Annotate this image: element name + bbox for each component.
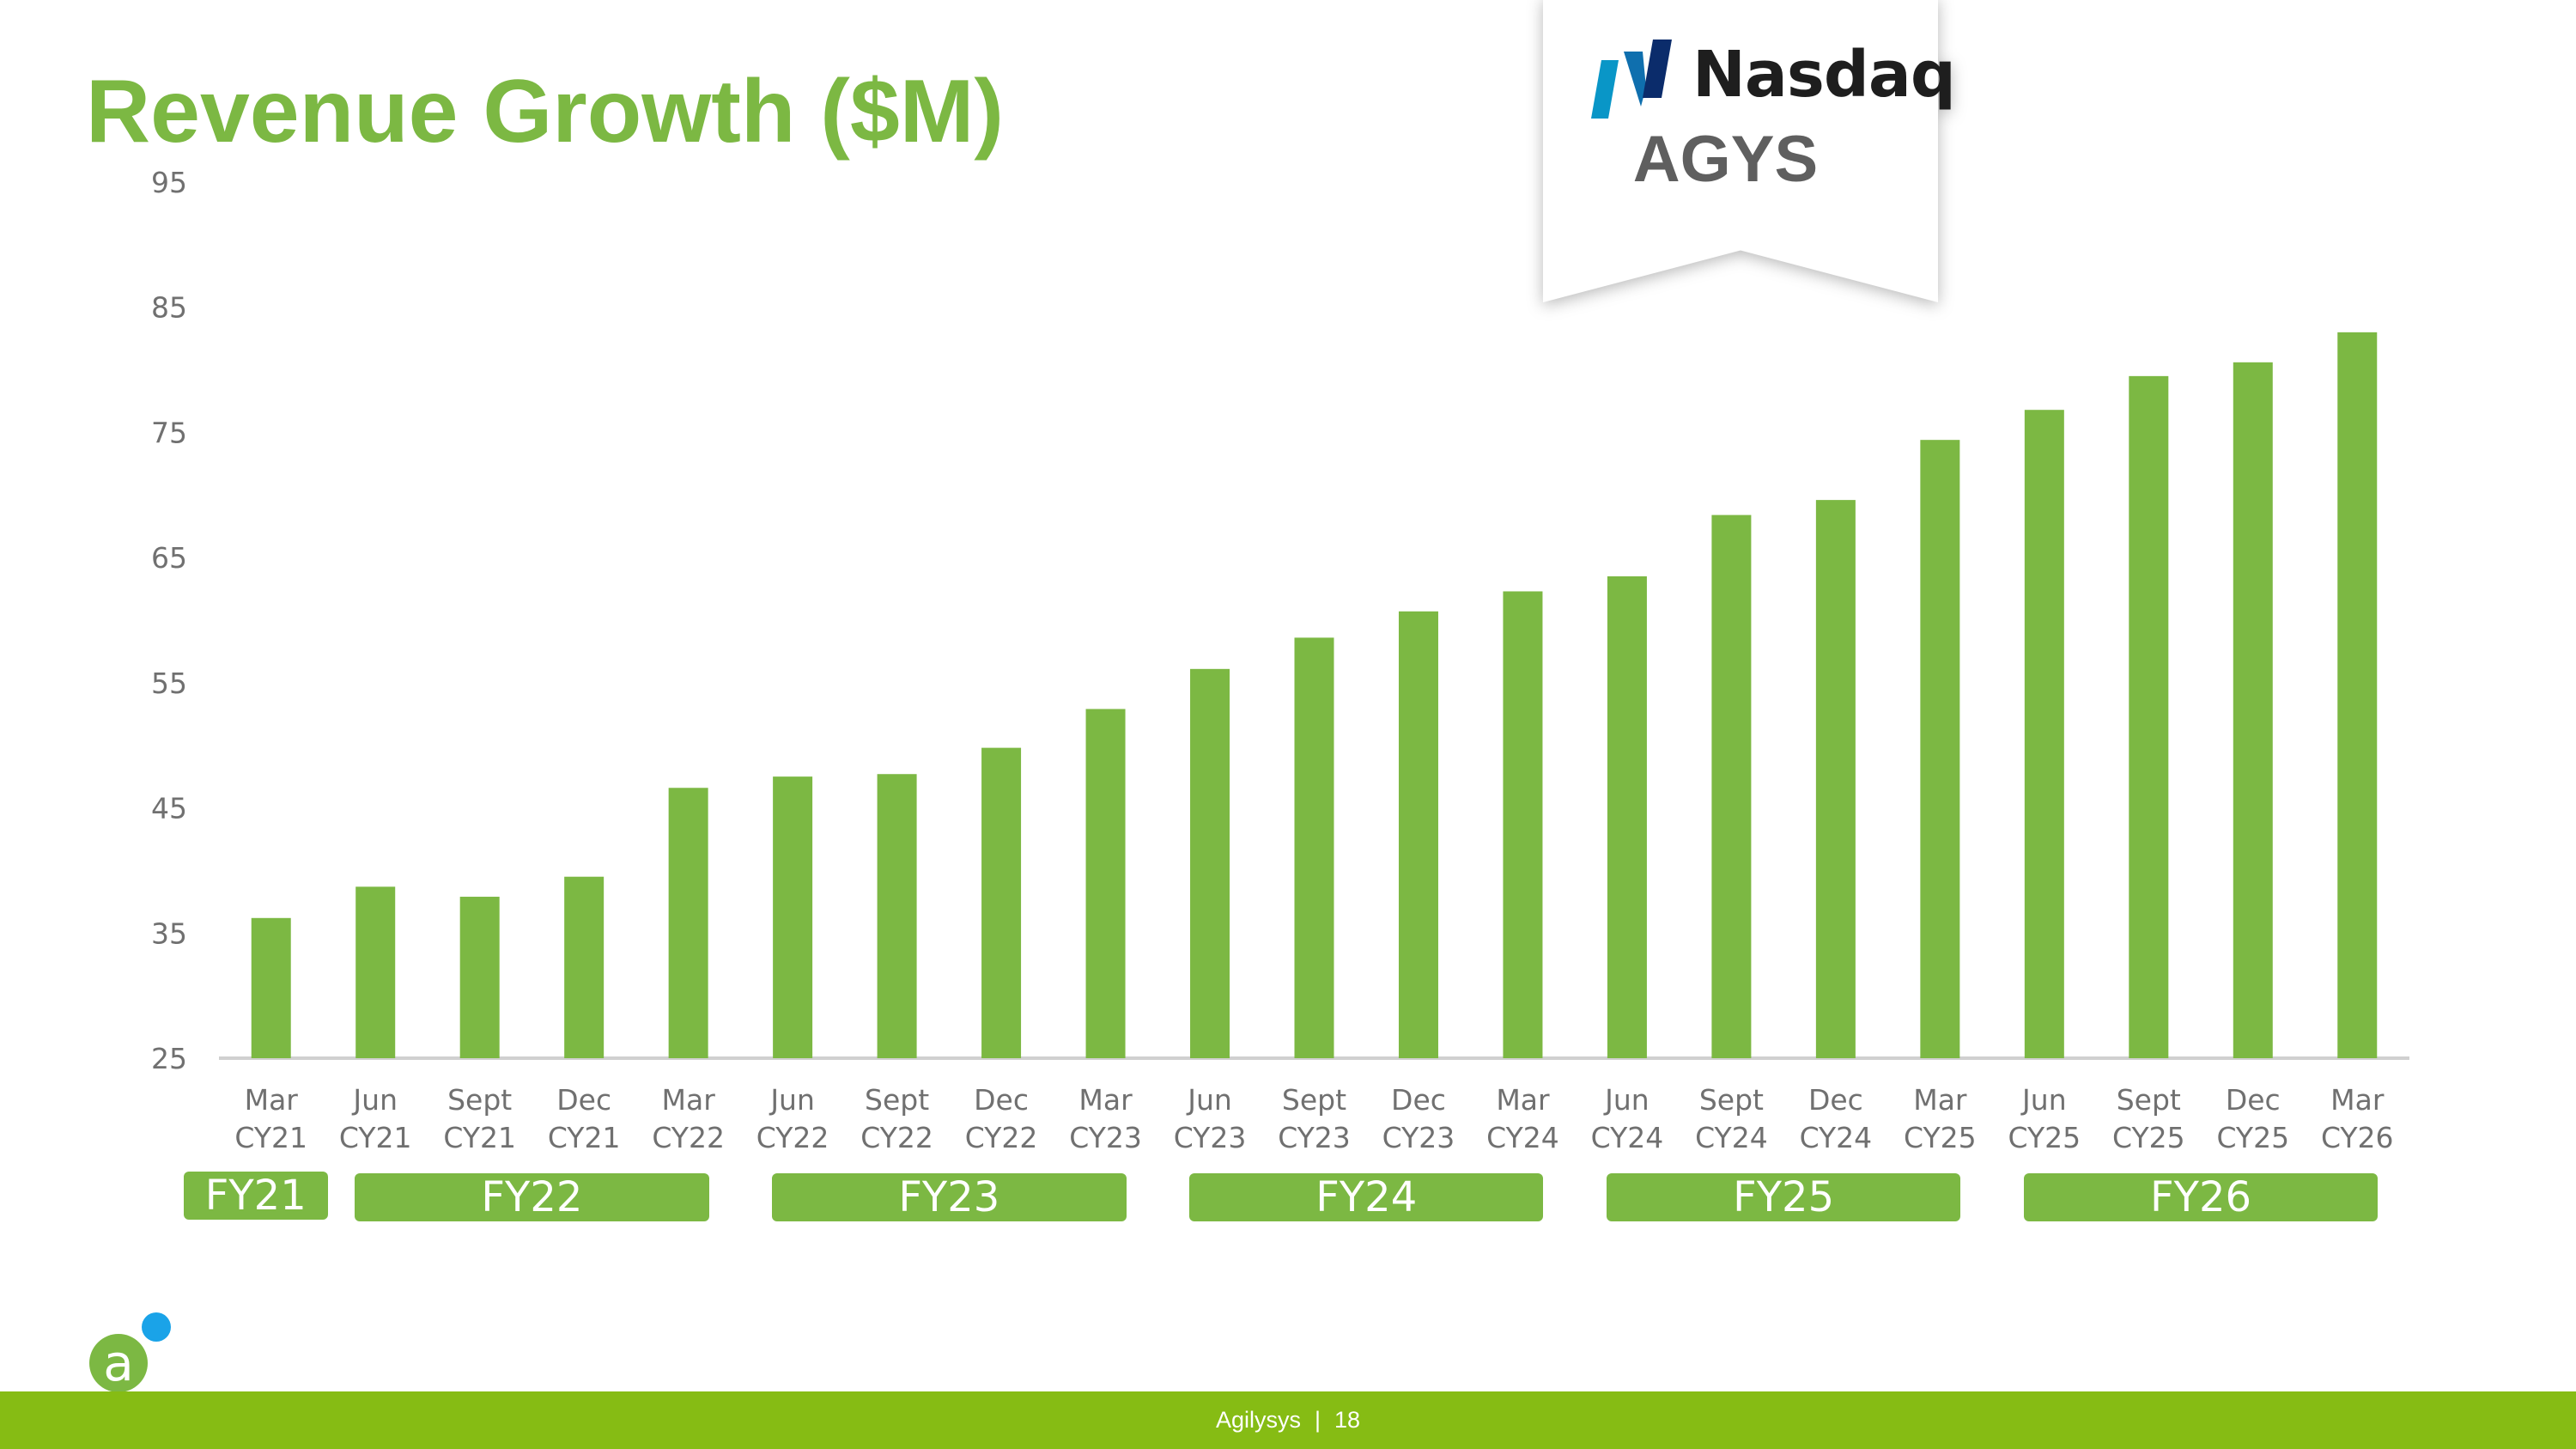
x-tick-label: Sept	[865, 1083, 929, 1117]
x-tick-label: Mar	[2330, 1083, 2385, 1117]
bar	[2024, 410, 2064, 1058]
slide-title: Revenue Growth ($M)	[86, 62, 1004, 161]
fiscal-year-box: FY23	[772, 1173, 1127, 1221]
x-tick-label: Jun	[1186, 1083, 1232, 1117]
nasdaq-badge: Nasdaq AGYS	[1543, 0, 1956, 302]
x-tick-label: CY23	[1174, 1121, 1247, 1154]
y-tick-label: 25	[151, 1042, 187, 1075]
fiscal-year-box: FY21	[183, 1172, 328, 1220]
bar	[1711, 514, 1752, 1058]
fiscal-year-box: FY25	[1606, 1173, 1961, 1221]
page-number: 18	[1334, 1407, 1361, 1433]
bar	[1190, 668, 1230, 1058]
x-tick-label: CY23	[1382, 1121, 1455, 1154]
fiscal-year-box: FY24	[1189, 1173, 1544, 1221]
x-tick-label: CY21	[548, 1121, 621, 1154]
y-tick-label: 45	[151, 792, 187, 825]
x-tick-label: CY21	[339, 1121, 412, 1154]
bar	[981, 747, 1022, 1058]
footer-company: Agilysys	[1215, 1407, 1301, 1433]
x-tick-label: Dec	[974, 1083, 1029, 1117]
y-tick-label: 65	[151, 541, 187, 575]
x-tick-label: Sept	[447, 1083, 512, 1117]
x-tick-label: CY26	[2321, 1121, 2394, 1154]
x-tick-label: CY22	[860, 1121, 933, 1154]
x-tick-label: CY23	[1278, 1121, 1351, 1154]
bar	[773, 776, 813, 1058]
y-tick-label: 75	[151, 416, 187, 449]
svg-text:a: a	[103, 1334, 134, 1392]
bar	[1607, 576, 1647, 1058]
bar	[877, 774, 917, 1058]
footer-separator: |	[1314, 1407, 1321, 1433]
bar	[2337, 332, 2378, 1058]
bar	[251, 917, 291, 1058]
agilysys-logo-icon: a	[89, 1312, 171, 1392]
bar	[2233, 362, 2273, 1058]
revenue-bar-chart: 25 35 45 55 65 75 85 95 Mar CY21 Jun CY21 Sept CY21 De…	[151, 166, 2409, 1154]
bar	[1398, 611, 1438, 1058]
bar	[668, 788, 708, 1058]
nasdaq-wordmark: Nasdaq	[1692, 38, 1956, 112]
bar	[1920, 440, 1960, 1058]
x-tick-label: CY22	[652, 1121, 725, 1154]
fiscal-year-box: FY26	[2023, 1173, 2379, 1221]
y-tick-label: 55	[151, 667, 187, 700]
x-tick-label: Jun	[769, 1083, 815, 1117]
x-tick-label: CY23	[1069, 1121, 1142, 1154]
bar	[1294, 637, 1334, 1058]
x-tick-label: Dec	[1391, 1083, 1446, 1117]
x-tick-label: Jun	[351, 1083, 398, 1117]
x-tick-label: CY25	[2216, 1121, 2289, 1154]
x-tick-label: CY24	[1591, 1121, 1664, 1154]
y-tick-label: 85	[151, 291, 187, 325]
x-tick-label: CY21	[234, 1121, 307, 1154]
x-tick-label: CY24	[1486, 1121, 1559, 1154]
bar	[2129, 375, 2169, 1058]
x-tick-label: Sept	[1282, 1083, 1346, 1117]
footer-bar: Agilysys | 18	[0, 1391, 2576, 1449]
x-tick-label: Sept	[2117, 1083, 2181, 1117]
x-tick-label: CY24	[1800, 1121, 1873, 1154]
x-tick-label: Mar	[245, 1083, 299, 1117]
x-tick-label: CY24	[1695, 1121, 1768, 1154]
x-tick-label: Dec	[1808, 1083, 1863, 1117]
x-tick-label: CY22	[965, 1121, 1038, 1154]
x-tick-label: Dec	[556, 1083, 611, 1117]
ticker-symbol: AGYS	[1632, 123, 1819, 196]
x-tick-label: Mar	[1078, 1083, 1133, 1117]
bar	[355, 886, 396, 1058]
y-tick-label: 95	[151, 166, 187, 199]
x-tick-label: Jun	[2020, 1083, 2067, 1117]
bar	[1503, 591, 1543, 1058]
x-tick-label: Jun	[1603, 1083, 1649, 1117]
x-tick-label: Mar	[1496, 1083, 1550, 1117]
bar	[1085, 709, 1126, 1058]
x-tick-label: CY22	[756, 1121, 829, 1154]
x-tick-label: CY25	[1904, 1121, 1977, 1154]
bar	[459, 897, 500, 1058]
fiscal-year-box: FY22	[355, 1173, 709, 1221]
x-tick-label: CY25	[2112, 1121, 2185, 1154]
x-tick-label: CY21	[443, 1121, 516, 1154]
x-tick-label: Sept	[1699, 1083, 1764, 1117]
x-tick-label: Mar	[1913, 1083, 1967, 1117]
nasdaq-logo-icon	[1591, 40, 1672, 119]
bar	[1815, 500, 1856, 1058]
bar	[564, 876, 605, 1058]
x-tick-label: CY25	[2008, 1121, 2081, 1154]
x-tick-label: Mar	[662, 1083, 716, 1117]
x-tick-label: Dec	[2226, 1083, 2281, 1117]
y-tick-label: 35	[151, 916, 187, 950]
